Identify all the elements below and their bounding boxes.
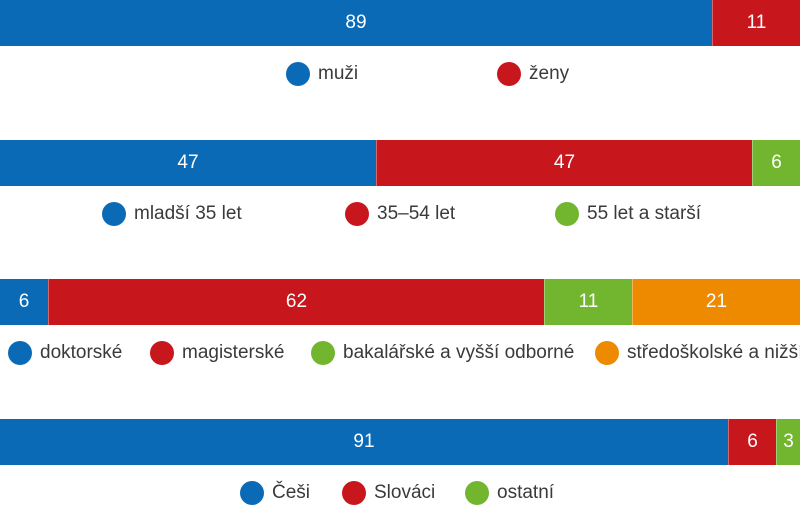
- legend-dot-icon: [240, 481, 264, 505]
- bar-segment: 47: [0, 140, 376, 186]
- legend-label: Slováci: [374, 482, 436, 503]
- bar-segment: 3: [776, 419, 800, 465]
- bar-segment: 11: [544, 279, 632, 325]
- legend-label: 55 let a starší: [587, 203, 702, 224]
- legend-label: Češi: [272, 482, 311, 503]
- legend-item: Slováci: [342, 479, 435, 507]
- bar-segment: 6: [752, 140, 800, 186]
- bar-value-label: 3: [783, 431, 794, 452]
- legend: muži ženy: [0, 60, 800, 88]
- legend-dot-icon: [497, 62, 521, 86]
- legend: mladší 35 let 35–54 let 55 let a starší: [0, 200, 800, 228]
- bar-value-label: 11: [746, 12, 767, 33]
- legend-item: doktorské: [8, 339, 122, 367]
- stacked-bar: 89 11: [0, 0, 800, 46]
- legend-item: ženy: [497, 60, 569, 88]
- legend-dot-icon: [8, 341, 32, 365]
- legend-dot-icon: [342, 481, 366, 505]
- legend-dot-icon: [465, 481, 489, 505]
- bar-segment: 6: [728, 419, 776, 465]
- legend-label: středoškolské a nižší: [627, 342, 800, 363]
- bar-value-label: 47: [177, 152, 199, 173]
- bar-value-label: 6: [18, 291, 30, 312]
- bar-value-label: 11: [578, 291, 599, 312]
- bar-value-label: 6: [771, 152, 782, 173]
- legend-label: bakalářské a vyšší odborné: [343, 342, 575, 363]
- bar-segment: 21: [632, 279, 800, 325]
- legend-item: mladší 35 let: [102, 200, 242, 228]
- legend: Češi Slováci ostatní: [0, 479, 800, 507]
- legend: doktorské magisterské bakalářské a vyšší o…: [0, 339, 800, 367]
- bar-segment: 91: [0, 419, 728, 465]
- legend-label: mladší 35 let: [134, 203, 242, 224]
- legend-label: magisterské: [182, 342, 285, 363]
- legend-item: středoškolské a nižší: [595, 339, 800, 367]
- stacked-bar: 6 62 11 21: [0, 279, 800, 325]
- legend-dot-icon: [150, 341, 174, 365]
- bar-value-label: 21: [705, 291, 728, 312]
- stacked-bar: 47 47 6: [0, 140, 800, 186]
- legend-dot-icon: [311, 341, 335, 365]
- bar-segment: 11: [712, 0, 800, 46]
- bar-value-label: 47: [553, 152, 576, 173]
- bar-segment: 47: [376, 140, 752, 186]
- bar-value-label: 6: [747, 431, 758, 452]
- legend-dot-icon: [595, 341, 619, 365]
- bar-value-label: 89: [345, 12, 367, 33]
- legend-dot-icon: [555, 202, 579, 226]
- legend-item: muži: [286, 60, 358, 88]
- legend-item: magisterské: [150, 339, 284, 367]
- legend-dot-icon: [345, 202, 369, 226]
- bar-value-label: 62: [285, 291, 308, 312]
- legend-dot-icon: [102, 202, 126, 226]
- legend-item: Češi: [240, 479, 310, 507]
- legend-label: 35–54 let: [377, 203, 456, 224]
- legend-item: bakalářské a vyšší odborné: [311, 339, 574, 367]
- stacked-bar: 91 6 3: [0, 419, 800, 465]
- legend-label: doktorské: [40, 342, 123, 363]
- bar-segment: 89: [0, 0, 712, 46]
- legend-label: ostatní: [497, 482, 555, 503]
- legend-label: ženy: [529, 63, 570, 84]
- bar-segment: 62: [48, 279, 544, 325]
- legend-dot-icon: [286, 62, 310, 86]
- legend-item: 35–54 let: [345, 200, 455, 228]
- legend-label: muži: [318, 63, 359, 84]
- legend-item: ostatní: [465, 479, 554, 507]
- bar-segment: 6: [0, 279, 48, 325]
- legend-item: 55 let a starší: [555, 200, 701, 228]
- bar-value-label: 91: [353, 431, 375, 452]
